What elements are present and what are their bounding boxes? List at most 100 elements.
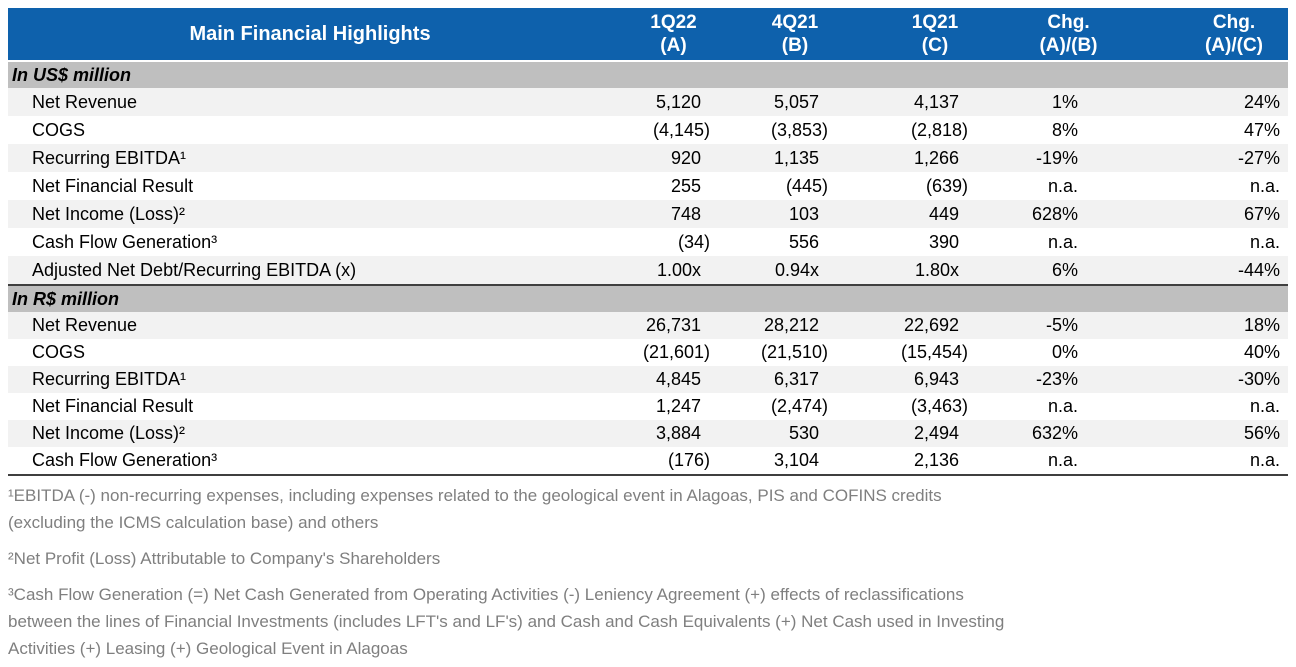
column-header-line: (A)/(C): [1204, 35, 1264, 56]
row-value: 6%: [1051, 259, 1078, 280]
row-value: n.a.: [1047, 450, 1078, 470]
row-value: 22,692: [903, 315, 959, 335]
row-value: 5,057: [773, 91, 819, 112]
table-row: Net Financial Result 1,247 (2,474) (3,463) n…: [8, 393, 1288, 420]
footnote-line: ²Net Profit (Loss) Attributable to Compa…: [8, 549, 441, 568]
row-value: n.a.: [1249, 450, 1280, 470]
column-header-line: (B): [781, 35, 809, 56]
row-value: 103: [788, 203, 819, 224]
table-row: Net Financial Result 255 (445) (639) n.a. n.a…: [8, 172, 1288, 200]
table-row: Cash Flow Generation³ (34) 556 390 n.a. n.a.: [8, 228, 1288, 256]
row-value: (2,474): [770, 396, 828, 416]
row-value: 0%: [1051, 342, 1078, 362]
row-label: Recurring EBITDA¹: [32, 147, 187, 168]
row-label: COGS: [32, 342, 86, 362]
row-label: Net Financial Result: [32, 396, 194, 416]
row-value: 6,317: [773, 369, 819, 389]
footnote-line: Activities (+) Leasing (+) Geological Ev…: [8, 639, 408, 658]
table-row: Adjusted Net Debt/Recurring EBITDA (x) 1.…: [8, 256, 1288, 284]
row-value: 1.00x: [656, 259, 701, 280]
row-value: -19%: [1035, 147, 1078, 168]
column-header-1q22: 1Q22 (A): [630, 8, 717, 60]
row-value: 8%: [1051, 119, 1078, 140]
row-value: -23%: [1035, 369, 1078, 389]
row-value: 390: [928, 231, 959, 252]
table-header: Main Financial Highlights 1Q22 (A) 4Q21 …: [8, 8, 1288, 60]
row-value: (176): [667, 450, 710, 470]
row-value: 56%: [1243, 423, 1280, 443]
footnote-line: ³Cash Flow Generation (=) Net Cash Gener…: [8, 585, 964, 604]
column-header-line: (A): [660, 35, 687, 56]
row-value: (3,853): [770, 119, 828, 140]
footnotes: ¹EBITDA (-) non-recurring expenses, incl…: [8, 476, 1288, 662]
column-header-line: (C): [921, 35, 949, 56]
row-value: (21,510): [760, 342, 828, 362]
row-value: -27%: [1237, 147, 1280, 168]
row-label: Net Revenue: [32, 91, 138, 112]
table-row: Net Revenue 5,120 5,057 4,137 1% 24%: [8, 88, 1288, 116]
footnote-line: ¹EBITDA (-) non-recurring expenses, incl…: [8, 486, 942, 505]
table-row: Recurring EBITDA¹ 920 1,135 1,266 -19% -27%: [8, 144, 1288, 172]
table-row: Net Income (Loss)² 748 103 449 628% 67%: [8, 200, 1288, 228]
row-value: 1%: [1051, 91, 1078, 112]
table-bottom-border: [8, 474, 1288, 476]
row-value: 920: [670, 147, 701, 168]
footnote-2: ²Net Profit (Loss) Attributable to Compa…: [8, 545, 1288, 572]
row-value: 556: [788, 231, 819, 252]
row-value: 3,884: [655, 423, 701, 443]
row-value: 1,135: [773, 147, 819, 168]
row-value: n.a.: [1047, 231, 1078, 252]
row-value: 255: [670, 175, 701, 196]
footnote-line: (excluding the ICMS calculation base) an…: [8, 513, 379, 532]
row-value: n.a.: [1249, 396, 1280, 416]
section-rows-usd: Net Revenue 5,120 5,057 4,137 1% 24% COGS (4,14…: [8, 88, 1288, 284]
row-value: n.a.: [1047, 175, 1078, 196]
row-value: 748: [670, 203, 701, 224]
financial-highlights-table: Main Financial Highlights 1Q22 (A) 4Q21 …: [8, 8, 1288, 662]
row-value: 24%: [1243, 91, 1280, 112]
table-row: COGS (21,601) (21,510) (15,454) 0% 40%: [8, 339, 1288, 366]
row-value: 1,247: [655, 396, 701, 416]
row-label: Adjusted Net Debt/Recurring EBITDA (x): [32, 259, 357, 280]
row-value: 67%: [1243, 203, 1280, 224]
table-row: Cash Flow Generation³ (176) 3,104 2,136 n.a.…: [8, 447, 1288, 474]
row-value: 628%: [1031, 203, 1078, 224]
row-value: n.a.: [1249, 175, 1280, 196]
row-value: 6,943: [913, 369, 959, 389]
row-value: 1.80x: [914, 259, 959, 280]
column-header-chg-ac: Chg. (A)/(C): [1090, 8, 1288, 60]
section-band-usd: In US$ million: [8, 62, 1288, 88]
row-value: 0.94x: [774, 259, 819, 280]
column-header-chg-ab: Chg. (A)/(B): [975, 8, 1097, 60]
row-value: 4,845: [655, 369, 701, 389]
row-value: n.a.: [1249, 231, 1280, 252]
row-value: 47%: [1243, 119, 1280, 140]
row-label: Cash Flow Generation³: [32, 450, 218, 470]
footnote-3: ³Cash Flow Generation (=) Net Cash Gener…: [8, 581, 1288, 662]
section-rows-brl: Net Revenue 26,731 28,212 22,692 -5% 18% COGS (…: [8, 312, 1288, 474]
row-value: 3,104: [773, 450, 819, 470]
column-header-line: 4Q21: [771, 12, 819, 33]
column-header-line: 1Q22: [650, 12, 697, 33]
row-value: 4,137: [913, 91, 959, 112]
row-value: (3,463): [910, 396, 968, 416]
row-label: COGS: [32, 119, 86, 140]
column-header-line: Chg.: [1047, 12, 1090, 33]
row-label: Net Revenue: [32, 315, 138, 335]
header-divider: [8, 60, 1288, 62]
column-header-line: 1Q21: [911, 12, 959, 33]
table-row: COGS (4,145) (3,853) (2,818) 8% 47%: [8, 116, 1288, 144]
row-value: 26,731: [645, 315, 701, 335]
column-header-line: Chg.: [1212, 12, 1256, 33]
table-row: Net Income (Loss)² 3,884 530 2,494 632% 56%: [8, 420, 1288, 447]
column-header-line: (A)/(B): [1039, 35, 1098, 56]
table-row: Recurring EBITDA¹ 4,845 6,317 6,943 -23% -30%: [8, 366, 1288, 393]
row-value: 530: [788, 423, 819, 443]
row-value: 28,212: [763, 315, 819, 335]
row-value: (2,818): [910, 119, 968, 140]
row-value: 449: [928, 203, 959, 224]
row-value: 18%: [1243, 315, 1280, 335]
row-label: Recurring EBITDA¹: [32, 369, 187, 389]
row-value: (21,601): [642, 342, 710, 362]
